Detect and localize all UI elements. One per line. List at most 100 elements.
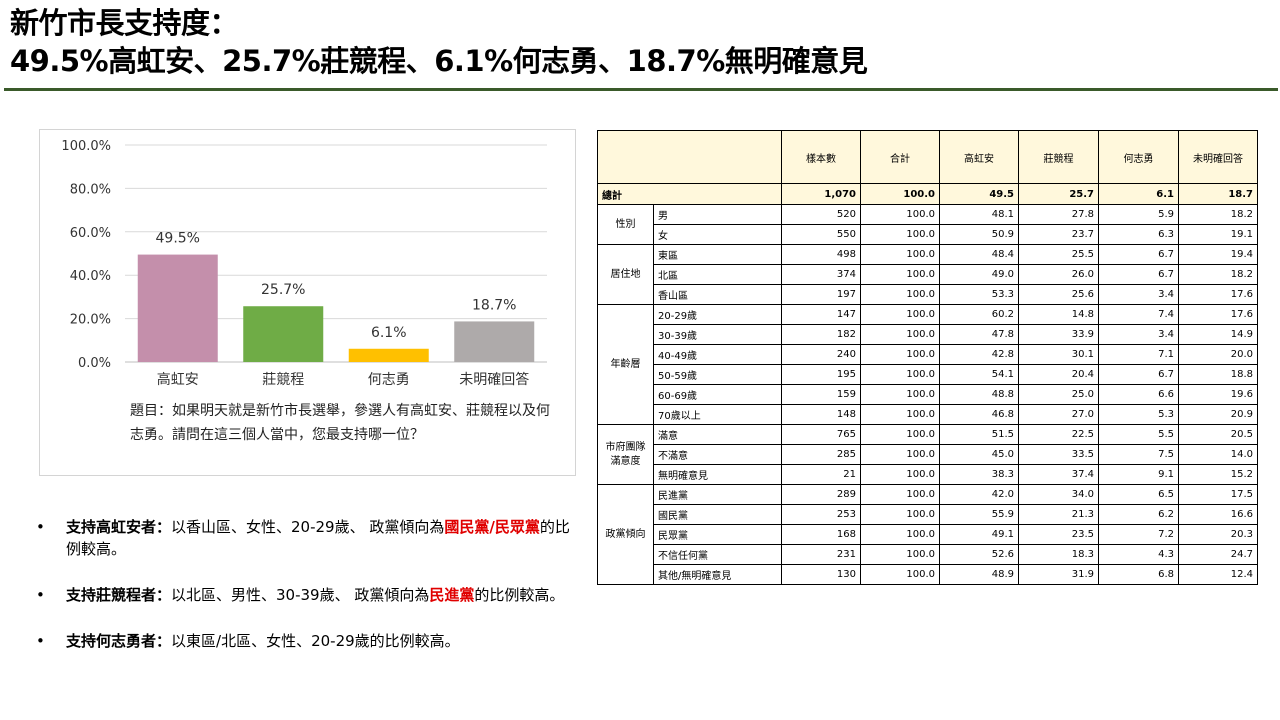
table-cell: 231 <box>781 544 861 565</box>
table-cell: 100.0 <box>860 224 940 245</box>
table-cell: 6.6 <box>1098 384 1179 405</box>
table-cell: 147 <box>781 304 861 325</box>
table-cell: 18.2 <box>1178 204 1258 225</box>
table-cell: 3.4 <box>1098 324 1179 345</box>
crosstab-table-container: 樣本數 合計 高虹安 莊競程 何志勇 未明確回答 總計 1,070 100.0 49.… <box>597 130 1258 585</box>
bullet-item-3: • 支持何志勇者：以東區/北區、女性、20-29歲的比例較高。 <box>36 630 576 652</box>
table-row-label: 北區 <box>653 264 782 285</box>
summary-bullets: • 支持高虹安者：以香山區、女性、20-29歲、 政黨傾向為國民黨/民眾黨的比例… <box>36 516 576 676</box>
table-cell: 17.6 <box>1178 304 1258 325</box>
table-cell: 37.4 <box>1018 464 1099 485</box>
table-cell: 100.0 <box>860 344 940 365</box>
table-row-label: 民進黨 <box>653 484 782 505</box>
table-cell: 30.1 <box>1018 344 1099 365</box>
table-cell: 19.4 <box>1178 244 1258 265</box>
table-cell: 20.5 <box>1178 424 1258 445</box>
table-row-label: 國民黨 <box>653 504 782 525</box>
table-cell: 19.6 <box>1178 384 1258 405</box>
table-row: 北區 374 100.0 49.0 26.0 6.7 18.2 <box>598 264 1258 285</box>
table-cell: 38.3 <box>939 464 1019 485</box>
table-group-label: 年齡層 <box>597 304 654 425</box>
table-cell: 100.0 <box>860 504 940 525</box>
table-cell: 34.0 <box>1018 484 1099 505</box>
table-cell: 46.8 <box>939 404 1019 425</box>
data-label: 49.5% <box>156 231 200 247</box>
crosstab-table: 樣本數 合計 高虹安 莊競程 何志勇 未明確回答 總計 1,070 100.0 49.… <box>597 130 1258 585</box>
table-row: 民眾黨 168 100.0 49.1 23.5 7.2 20.3 <box>598 524 1258 545</box>
table-cell: 6.5 <box>1098 484 1179 505</box>
table-header-cell: 高虹安 <box>939 130 1019 184</box>
table-cell: 48.9 <box>939 564 1019 585</box>
bullet-item-1: • 支持高虹安者：以香山區、女性、20-29歲、 政黨傾向為國民黨/民眾黨的比例… <box>36 516 576 560</box>
table-cell: 22.5 <box>1018 424 1099 445</box>
table-row: 50-59歲 195 100.0 54.1 20.4 6.7 18.8 <box>598 364 1258 385</box>
table-cell: 19.1 <box>1178 224 1258 245</box>
table-cell: 17.5 <box>1178 484 1258 505</box>
table-row: 60-69歲 159 100.0 48.8 25.0 6.6 19.6 <box>598 384 1258 405</box>
table-cell: 51.5 <box>939 424 1019 445</box>
table-cell: 25.7 <box>1018 183 1099 205</box>
table-row-label: 香山區 <box>653 284 782 305</box>
table-cell: 12.4 <box>1178 564 1258 585</box>
table-cell: 765 <box>781 424 861 445</box>
table-cell: 100.0 <box>860 464 940 485</box>
table-header-cell: 莊競程 <box>1018 130 1099 184</box>
table-row-label: 70歲以上 <box>653 404 782 425</box>
table-row-label: 不信任何黨 <box>653 544 782 565</box>
table-cell: 5.3 <box>1098 404 1179 425</box>
x-tick-label: 高虹安 <box>157 371 199 388</box>
bullet-dot: • <box>36 586 45 604</box>
table-header-cell: 樣本數 <box>781 130 861 184</box>
table-cell: 25.5 <box>1018 244 1099 265</box>
table-cell: 7.5 <box>1098 444 1179 465</box>
table-row: 不信任何黨 231 100.0 52.6 18.3 4.3 24.7 <box>598 544 1258 565</box>
table-cell: 5.5 <box>1098 424 1179 445</box>
table-cell: 27.8 <box>1018 204 1099 225</box>
table-cell: 6.2 <box>1098 504 1179 525</box>
table-cell: 48.4 <box>939 244 1019 265</box>
table-cell: 7.2 <box>1098 524 1179 545</box>
table-header-cell: 何志勇 <box>1098 130 1179 184</box>
table-cell: 168 <box>781 524 861 545</box>
table-cell: 6.8 <box>1098 564 1179 585</box>
bar <box>348 348 429 362</box>
table-cell: 100.0 <box>860 364 940 385</box>
table-cell: 7.1 <box>1098 344 1179 365</box>
table-cell: 14.9 <box>1178 324 1258 345</box>
table-cell: 7.4 <box>1098 304 1179 325</box>
table-header-cell: 未明確回答 <box>1178 130 1258 184</box>
bar-chart-svg: 0.0% 20.0% 40.0% 60.0% 80.0% 100.0% 49.5% 高虹安 25… <box>61 139 547 388</box>
table-cell: 130 <box>781 564 861 585</box>
table-cell: 33.9 <box>1018 324 1099 345</box>
table-total-row: 總計 1,070 100.0 49.5 25.7 6.1 18.7 <box>597 183 1258 205</box>
table-cell: 1,070 <box>781 183 861 205</box>
table-row-label: 無明確意見 <box>653 464 782 485</box>
table-cell: 20.9 <box>1178 404 1258 425</box>
table-row-label: 東區 <box>653 244 782 265</box>
table-cell: 18.8 <box>1178 364 1258 385</box>
bullet-highlight: 國民黨/民眾黨 <box>444 518 540 536</box>
table-row-label: 女 <box>653 224 782 245</box>
y-tick-label: 60.0% <box>70 226 111 241</box>
table-cell: 6.7 <box>1098 264 1179 285</box>
bullet-text: 以東區/北區、女性、20-29歲的比例較高。 <box>171 632 460 650</box>
table-row: 市府團隊滿意度 滿意 765 100.0 51.5 22.5 5.5 20.5 <box>597 424 1258 485</box>
table-cell: 100.0 <box>860 384 940 405</box>
data-label: 18.7% <box>472 297 516 313</box>
y-tick-label: 100.0% <box>61 139 111 154</box>
table-cell: 18.7 <box>1178 183 1258 205</box>
table-cell: 100.0 <box>860 284 940 305</box>
table-cell: 48.1 <box>939 204 1019 225</box>
table-cell: 16.6 <box>1178 504 1258 525</box>
table-cell: 285 <box>781 444 861 465</box>
table-cell: 23.7 <box>1018 224 1099 245</box>
y-tick-label: 0.0% <box>78 356 111 371</box>
table-cell: 195 <box>781 364 861 385</box>
bullet-head: 支持高虹安者： <box>66 518 172 536</box>
table-row: 70歲以上 148 100.0 46.8 27.0 5.3 20.9 <box>598 404 1258 425</box>
table-cell: 54.1 <box>939 364 1019 385</box>
y-tick-label: 20.0% <box>70 313 111 328</box>
table-cell: 498 <box>781 244 861 265</box>
bullet-head: 支持何志勇者： <box>66 632 172 650</box>
bullet-dot: • <box>36 632 45 650</box>
